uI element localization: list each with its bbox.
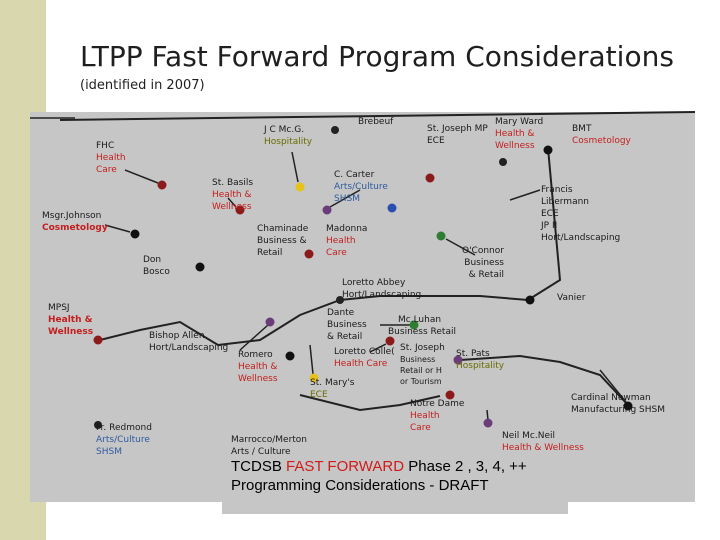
dot-fr-redmond: [94, 421, 102, 429]
map-panel-extension: [222, 500, 568, 514]
dot-stjoseph-mp: [425, 173, 435, 183]
label-neil-mcneil: Neil Mc.Neil Health & Wellness: [502, 431, 584, 453]
arrow-fhc: [124, 169, 159, 184]
arrow-jc: [291, 151, 299, 183]
dot-mpsj: [93, 335, 103, 345]
label-bmt: BMT Cosmetology: [572, 124, 631, 146]
label-francis-libermann: Francis Libermann ECE JP II Hort/Landsca…: [541, 185, 621, 243]
dot-msgr: [130, 229, 140, 239]
footer-line-2: Programming Considerations - DRAFT: [231, 477, 489, 494]
dot-jc: [295, 182, 305, 192]
label-oconnor: O'Connor Business & Retail: [462, 246, 504, 280]
dot-dante: [336, 296, 344, 304]
dot-vanier: [525, 295, 535, 305]
label-st-marys: St. Mary's ECE: [310, 378, 355, 400]
footer-highlight: FAST FORWARD: [286, 458, 405, 475]
arrow-neil: [486, 409, 489, 421]
dot-romero: [285, 351, 295, 361]
label-cardinal-newman: Cardinal Newman Manufacturing SHSM: [571, 393, 665, 415]
dot-carter-2: [387, 203, 397, 213]
road-southeast: [459, 354, 629, 406]
label-fhc: FHC Health Care: [96, 141, 126, 175]
label-st-joseph: St. Joseph Business Retail or H or Touri…: [400, 343, 445, 386]
label-madonna: Madonna Health Care: [326, 224, 368, 258]
label-bishop-allen: Bishop Allen Hort/Landscaping: [149, 331, 229, 353]
dot-neil: [483, 418, 493, 428]
label-dante: Dante Business & Retail: [327, 308, 367, 342]
road-middle: [217, 295, 529, 346]
arrow-stmarys: [309, 344, 314, 375]
dot-cardinal: [623, 401, 633, 411]
dot-mary-ward: [499, 158, 507, 166]
label-mpsj: MPSJ Health & Wellness: [48, 303, 94, 337]
label-st-joseph-mp: St. Joseph MP ECE: [427, 124, 488, 146]
page-title: LTPP Fast Forward Program Considerations: [80, 40, 674, 73]
arrow-cardinal: [599, 369, 627, 403]
dot-bishop-allen: [265, 317, 275, 327]
arrow-st-basils: [227, 197, 237, 208]
label-c-carter: C. Carter Arts/Culture SHSM: [334, 170, 388, 204]
footer-caption: TCDSB FAST FORWARD Phase 2 , 3, 4, ++ Pr…: [231, 457, 527, 495]
dot-oconnor: [436, 231, 446, 241]
label-loretto-college: Loretto Colle( Health Care: [334, 347, 395, 369]
arrow-oconnor: [445, 238, 476, 256]
label-mcluhan: Mc.Luhan Business Retail: [388, 315, 456, 337]
label-don-bosco: Don Bosco: [143, 255, 170, 277]
label-vanier: Vanier: [557, 293, 586, 303]
label-notre-dame: Notre Dame Health Care: [410, 399, 465, 433]
label-brebeuf: Brebeuf: [358, 117, 394, 127]
arrow-carter: [329, 189, 361, 208]
road-east: [527, 147, 562, 301]
dot-loretto-college: [385, 336, 395, 346]
label-st-pats: St. Pats Hospitality: [456, 349, 505, 371]
arrow-loretto: [369, 343, 387, 353]
label-jc-mcg: J C Mc.G. Hospitality: [264, 125, 313, 147]
dot-fhc: [157, 180, 167, 190]
label-chaminade: Chaminade Business & Retail: [257, 224, 309, 258]
dot-brebeuf: [331, 126, 339, 134]
footer-line-1: TCDSB FAST FORWARD Phase 2 , 3, 4, ++: [231, 458, 527, 475]
label-marrocco-merton: Marrocco/Merton Arts / Culture: [231, 435, 308, 457]
label-loretto-abbey: Loretto Abbey Hort/Landscaping: [342, 278, 422, 300]
label-st-basils: St. Basils Health & Wellness: [212, 178, 254, 212]
page-subtitle: (identified in 2007): [80, 78, 205, 93]
label-msgr-johnson: Msgr.Johnson Cosmetology: [42, 211, 108, 233]
road-top: [59, 111, 696, 121]
arrow-francis: [509, 189, 541, 201]
dot-st-pats: [453, 355, 463, 365]
dot-carter: [322, 205, 332, 215]
dot-bmt: [543, 145, 553, 155]
road-south: [299, 394, 441, 412]
label-mary-ward: Mary Ward Health & Wellness: [495, 117, 544, 151]
dot-st-basils: [235, 205, 245, 215]
label-romero: Romero Health & Wellness: [238, 350, 278, 384]
dot-mcluhan: [409, 320, 419, 330]
dot-don-bosco: [195, 262, 205, 272]
dot-madonna: [304, 249, 314, 259]
dot-notre-dame: [445, 390, 455, 400]
dot-st-marys: [309, 373, 319, 383]
label-fr-redmond: Fr. Redmond Arts/Culture SHSM: [96, 423, 152, 457]
road-west: [99, 320, 219, 346]
arrow-romero: [239, 324, 269, 351]
arrow-msgr: [104, 224, 131, 233]
title-rule: [30, 117, 75, 119]
